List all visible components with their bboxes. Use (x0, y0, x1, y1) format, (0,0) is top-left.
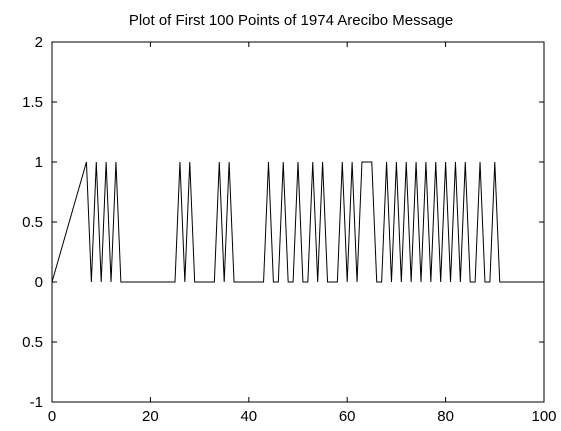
y-tick-label: -1 (30, 394, 43, 411)
axes-frame (51, 41, 545, 403)
y-tick-label: 0 (35, 274, 43, 291)
axes-layer: 0 20 40 60 80 100 2 1.5 1 0.5 0 0.5 -1 (22, 34, 556, 425)
x-tick-label: 40 (240, 408, 257, 425)
plot-layer (51, 161, 544, 283)
x-tick-label: 60 (339, 408, 356, 425)
x-tick-label: 80 (437, 408, 454, 425)
series-line-0 (51, 161, 544, 283)
y-tick-label: 0.5 (22, 334, 43, 351)
chart-title: Plot of First 100 Points of 1974 Arecibo… (129, 12, 453, 29)
y-tick-label: 1.5 (22, 94, 43, 111)
y-tick-label: 1 (35, 154, 43, 171)
x-tick-label: 100 (531, 408, 556, 425)
x-tick-label: 0 (48, 408, 56, 425)
x-tick-label: 20 (142, 408, 159, 425)
y-tick-label: 0.5 (22, 214, 43, 231)
y-tick-label: 2 (35, 34, 43, 51)
